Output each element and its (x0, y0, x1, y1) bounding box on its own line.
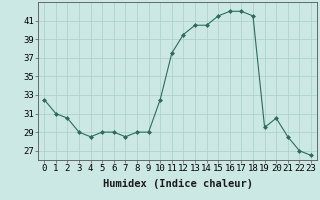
X-axis label: Humidex (Indice chaleur): Humidex (Indice chaleur) (103, 179, 252, 189)
